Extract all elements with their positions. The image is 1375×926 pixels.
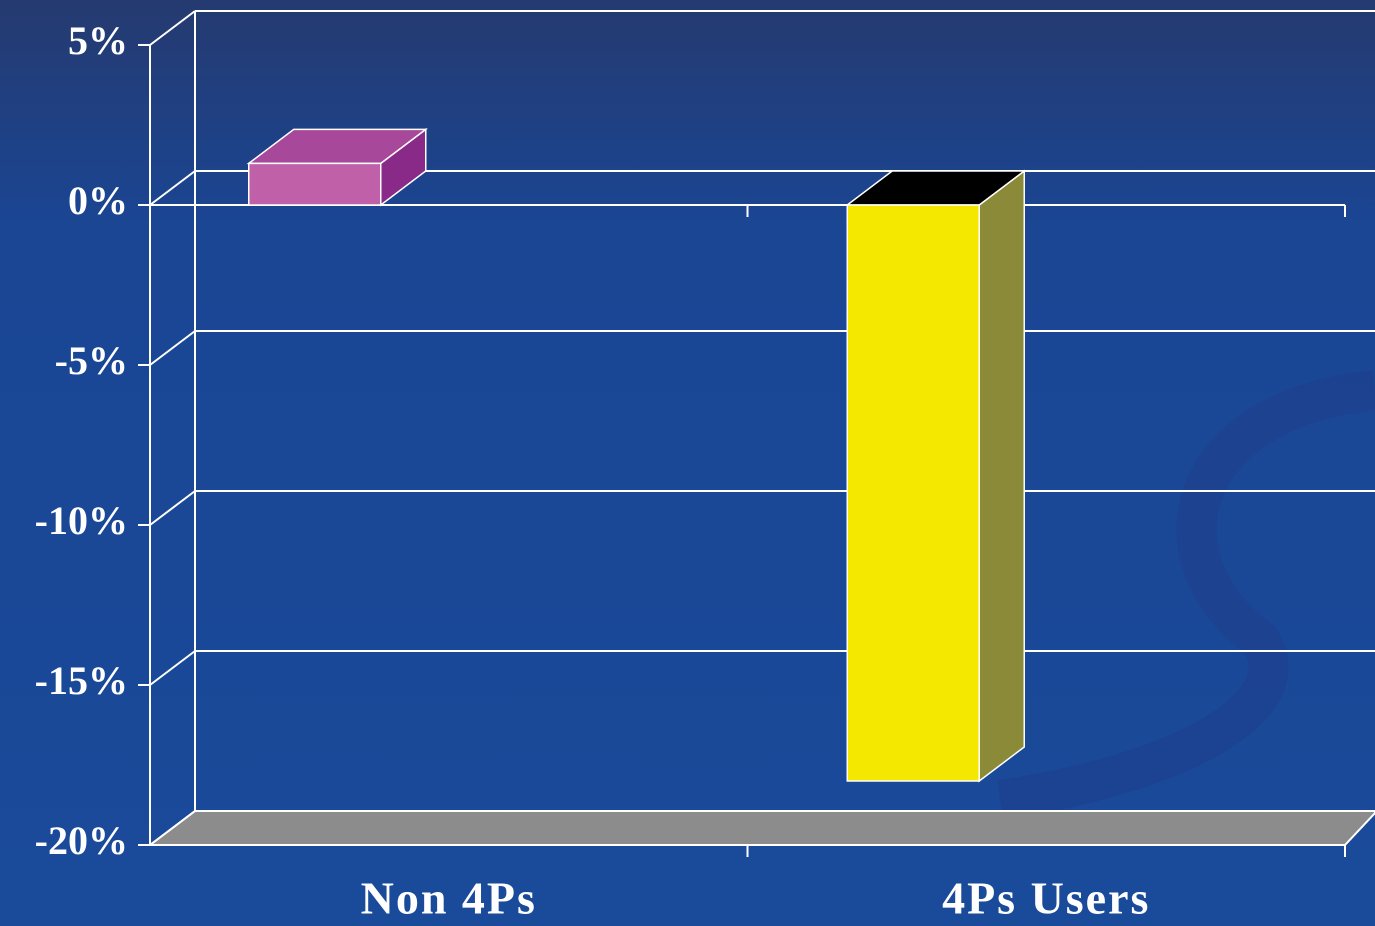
bar	[846, 204, 980, 782]
x-tick-label: Non 4Ps	[361, 873, 537, 924]
y-tick-label: -20%	[35, 818, 128, 863]
y-tick-label: -10%	[35, 498, 128, 543]
grid-line	[149, 330, 196, 366]
y-tick-label: 5%	[68, 18, 128, 63]
grid-line	[149, 490, 196, 526]
x-tick-label: 4Ps Users	[942, 873, 1150, 924]
y-tick-label: -5%	[55, 338, 128, 383]
grid-line	[149, 10, 196, 46]
y-tick-label: -15%	[35, 658, 128, 703]
bar	[248, 162, 382, 206]
decoration	[997, 370, 1375, 820]
floor	[147, 810, 1375, 846]
grid-line	[149, 170, 196, 206]
y-tick-label: 0%	[68, 178, 128, 223]
grid-line	[149, 650, 196, 686]
grid-line	[149, 810, 196, 846]
bar-side	[978, 169, 1025, 783]
